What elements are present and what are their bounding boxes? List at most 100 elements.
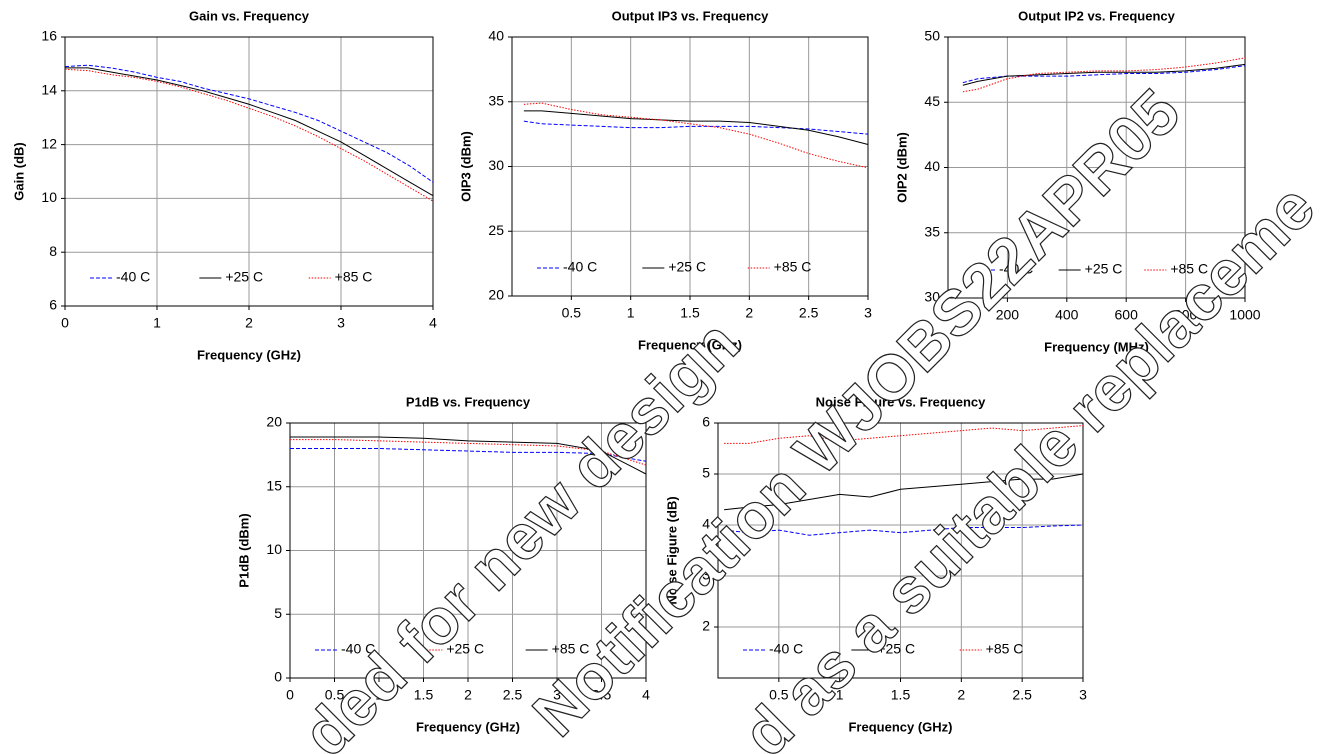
x-tick-label: 1 xyxy=(153,315,161,331)
series-line xyxy=(724,524,1084,536)
x-tick-label: 4 xyxy=(429,315,437,331)
chart-title: Noise Figure vs. Frequency xyxy=(816,394,987,409)
y-tick-label: 35 xyxy=(924,223,940,239)
y-tick-label: 10 xyxy=(41,189,57,205)
plot-border xyxy=(289,422,647,679)
x-tick-label: 0 xyxy=(286,687,294,703)
legend-label: +85 C xyxy=(552,641,590,657)
y-tick-label: 5 xyxy=(702,465,710,481)
x-tick-label: 1 xyxy=(836,687,844,703)
legend-label: -40 C xyxy=(769,641,803,657)
x-tick-label: 1.5 xyxy=(891,687,911,703)
x-tick-label: 0 xyxy=(61,315,69,331)
plot-border xyxy=(511,36,869,297)
y-tick-label: 35 xyxy=(488,92,504,108)
y-axis-label: Noise Figure (dB) xyxy=(664,496,679,604)
x-tick-label: 3 xyxy=(337,315,345,331)
x-axis-label: Frequency (GHz) xyxy=(638,337,742,352)
y-tick-label: 40 xyxy=(488,28,504,44)
y-tick-label: 20 xyxy=(266,414,282,430)
legend-label: -40 C xyxy=(341,641,375,657)
y-tick-label: 3 xyxy=(702,567,710,583)
legend-label: +25 C xyxy=(1085,261,1123,277)
x-tick-label: 1000 xyxy=(1229,307,1260,323)
x-tick-label: 2 xyxy=(464,687,472,703)
plot-border xyxy=(717,422,1084,679)
chart-title: Output IP2 vs. Frequency xyxy=(1018,8,1176,23)
legend-label: +25 C xyxy=(225,269,263,285)
x-tick-label: 2.5 xyxy=(503,687,523,703)
y-axis-label: OIP2 (dBm) xyxy=(894,132,909,203)
y-tick-label: 8 xyxy=(49,243,57,259)
legend-label: +25 C xyxy=(446,641,484,657)
legend-label: -40 C xyxy=(563,259,597,275)
chart-title: Output IP3 vs. Frequency xyxy=(612,8,770,23)
y-tick-label: 50 xyxy=(924,28,940,44)
x-axis-label: Frequency (MHz) xyxy=(1044,339,1149,354)
x-tick-label: 3.5 xyxy=(592,687,612,703)
y-tick-label: 2 xyxy=(702,618,710,634)
legend-label: +85 C xyxy=(335,269,373,285)
y-axis-label: Gain (dB) xyxy=(11,142,26,201)
series-line xyxy=(724,473,1084,511)
x-axis-label: Frequency (GHz) xyxy=(416,719,520,734)
x-tick-label: 400 xyxy=(1055,307,1079,323)
y-tick-label: 20 xyxy=(488,287,504,303)
x-tick-label: 0.5 xyxy=(769,687,789,703)
x-tick-label: 800 xyxy=(1174,307,1198,323)
x-tick-label: 1 xyxy=(627,305,635,321)
x-tick-label: 2.5 xyxy=(1012,687,1032,703)
x-tick-label: 1.5 xyxy=(680,305,700,321)
legend-label: -40 C xyxy=(116,269,150,285)
series-line xyxy=(724,425,1084,444)
y-tick-label: 0 xyxy=(274,669,282,685)
x-tick-label: 3 xyxy=(864,305,872,321)
x-axis-label: Frequency (GHz) xyxy=(197,347,301,362)
x-tick-label: 200 xyxy=(996,307,1020,323)
y-tick-label: 5 xyxy=(274,605,282,621)
x-tick-label: 1 xyxy=(375,687,383,703)
series-line xyxy=(523,102,869,169)
y-tick-label: 14 xyxy=(41,82,57,98)
series-line xyxy=(290,439,647,466)
chart-title: P1dB vs. Frequency xyxy=(406,394,531,409)
x-tick-label: 2 xyxy=(957,687,965,703)
plot-border xyxy=(64,36,434,307)
y-axis-label: OIP3 (dBm) xyxy=(458,131,473,202)
series-line xyxy=(290,448,647,462)
x-tick-label: 3 xyxy=(553,687,561,703)
x-tick-label: 1.5 xyxy=(414,687,434,703)
y-tick-label: 45 xyxy=(924,93,940,109)
y-tick-label: 16 xyxy=(41,28,57,44)
legend-label: +85 C xyxy=(774,259,812,275)
x-tick-label: 3 xyxy=(1079,687,1087,703)
plot-border xyxy=(947,36,1246,299)
y-tick-label: 15 xyxy=(266,477,282,493)
x-tick-label: 600 xyxy=(1115,307,1139,323)
y-tick-label: 4 xyxy=(702,516,710,532)
series-line xyxy=(290,436,647,475)
legend-label: +25 C xyxy=(877,641,915,657)
x-tick-label: 2 xyxy=(745,305,753,321)
series-line xyxy=(962,63,1246,86)
y-tick-label: 30 xyxy=(924,289,940,305)
x-tick-label: 4 xyxy=(642,687,650,703)
x-tick-label: 0.5 xyxy=(562,305,582,321)
y-tick-label: 6 xyxy=(49,297,57,313)
legend-label: -40 C xyxy=(999,261,1033,277)
chart-title: Gain vs. Frequency xyxy=(189,8,310,23)
legend-label: +85 C xyxy=(986,641,1024,657)
y-tick-label: 30 xyxy=(488,157,504,173)
y-axis-label: P1dB (dBm) xyxy=(236,513,251,587)
y-tick-label: 12 xyxy=(41,135,57,151)
y-tick-label: 40 xyxy=(924,158,940,174)
series-line xyxy=(64,68,434,202)
x-axis-label: Frequency (GHz) xyxy=(848,719,952,734)
series-line xyxy=(962,57,1246,93)
legend-label: +85 C xyxy=(1170,261,1208,277)
legend-label: +25 C xyxy=(668,259,706,275)
y-tick-label: 25 xyxy=(488,222,504,238)
series-line xyxy=(65,67,434,197)
series-line xyxy=(962,65,1246,84)
